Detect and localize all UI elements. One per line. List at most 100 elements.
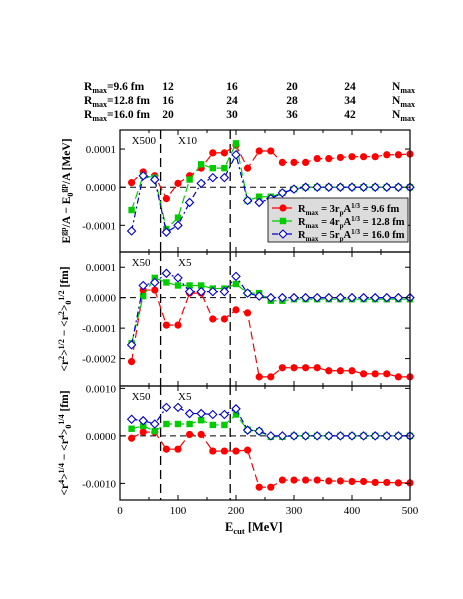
header-nmax-value: 34 [344, 95, 356, 107]
data-point-diamond [208, 172, 218, 183]
data-point-diamond [184, 197, 195, 208]
data-point-diamond [324, 182, 334, 192]
data-point-circle [278, 364, 286, 372]
data-point-diamond [300, 431, 311, 441]
data-point-diamond [126, 414, 137, 425]
scale-label: X10 [178, 135, 197, 147]
x-tick-label: 400 [344, 505, 361, 517]
data-point-diamond [335, 292, 346, 303]
data-point-diamond [277, 292, 288, 303]
data-point-diamond [347, 431, 357, 441]
data-point-diamond [138, 280, 148, 291]
data-point-diamond [324, 292, 334, 303]
data-point-diamond [358, 292, 369, 303]
data-point-square [198, 161, 205, 168]
data-point-diamond [231, 404, 241, 414]
data-point-circle [128, 358, 136, 366]
data-point-diamond [312, 292, 322, 303]
data-point-circle [302, 364, 310, 372]
data-point-diamond [277, 431, 288, 441]
data-point-circle [394, 151, 402, 159]
header-nmax-value: 36 [286, 109, 298, 121]
data-point-circle [313, 364, 321, 372]
data-point-diamond [196, 286, 206, 297]
data-point-circle [209, 447, 217, 455]
data-point-diamond [358, 182, 369, 192]
data-point-diamond [242, 195, 253, 206]
x-tick-label: 500 [402, 505, 419, 517]
data-point-diamond [242, 425, 253, 435]
data-point-diamond [300, 182, 311, 192]
y-axis-label: <r2>1/2 − <r2>01/2 [fm] [57, 266, 73, 371]
data-point-diamond [173, 220, 183, 231]
data-point-circle [336, 367, 344, 375]
data-point-circle [220, 315, 228, 323]
data-point-circle [360, 153, 368, 161]
header-nmax-value: 24 [226, 95, 238, 107]
legend-marker-circle [279, 204, 287, 212]
data-point-square [232, 280, 240, 288]
legend-entry-text: Rmax = 4rpA1/3 = 12.8 fm [298, 215, 405, 230]
data-point-circle [220, 447, 228, 455]
data-point-circle [255, 483, 263, 491]
header-rmax-label: Rmax=12.8 fm [84, 95, 150, 109]
data-point-diamond [370, 182, 380, 192]
data-point-circle [244, 446, 252, 454]
header-nmax-value: 16 [162, 95, 174, 107]
data-point-circle [278, 158, 286, 167]
data-point-diamond [173, 273, 183, 283]
data-point-diamond [208, 409, 218, 420]
data-point-square [174, 420, 182, 428]
header-table: Rmax=9.6 fm 12 16 20 24 Nmax Rmax=12.8 fm 16 24 2… [84, 81, 415, 123]
data-point-diamond [393, 431, 404, 441]
data-point-circle [360, 370, 368, 378]
data-point-circle [383, 370, 391, 378]
panel-2: -0.0002 -0.0001 0.0000 0.0001 <r2>1/2 − <r2>… [57, 251, 415, 387]
y-tick-label: -0.0001 [82, 220, 116, 232]
data-point-circle [325, 154, 333, 163]
data-point-diamond [254, 426, 264, 436]
data-point-circle [244, 309, 252, 317]
data-point-diamond [393, 182, 404, 192]
header-nmax-label: Nmax [392, 81, 415, 95]
data-point-diamond [150, 277, 160, 288]
data-point-square [221, 164, 228, 172]
data-point-circle [244, 164, 252, 172]
data-point-circle [325, 367, 333, 375]
data-point-circle [302, 158, 310, 167]
data-point-circle [267, 147, 275, 155]
y-tick-label: 0.0000 [86, 431, 117, 443]
data-point-diamond [150, 174, 160, 185]
data-point-circle [313, 154, 321, 163]
plot-panels: -0.0001 0.0000 0.0001 Egp/A − E0gp/A [MeV] X… [57, 129, 415, 501]
data-point-diamond [138, 170, 148, 181]
data-point-diamond [219, 172, 230, 183]
data-point-circle [290, 158, 298, 167]
header-nmax-label: Nmax [392, 109, 415, 123]
data-point-square [232, 140, 240, 147]
y-tick-label: 0.0001 [86, 262, 116, 274]
data-point-diamond [382, 431, 392, 441]
data-point-square [128, 425, 135, 432]
data-point-diamond [370, 431, 380, 441]
legend-marker-diamond [278, 229, 288, 239]
data-point-diamond [382, 292, 392, 303]
data-point-diamond [219, 286, 230, 297]
data-point-diamond [312, 182, 322, 192]
header-nmax-value: 30 [226, 109, 238, 121]
data-point-diamond [289, 431, 299, 441]
data-point-diamond [277, 188, 288, 198]
y-tick-label: 0.0000 [86, 293, 117, 305]
data-point-circle [220, 149, 228, 157]
header-nmax-value: 16 [226, 81, 238, 93]
data-point-circle [348, 153, 356, 161]
legend-entry-text: Rmax = 5rpA1/3 = 16.0 fm [298, 228, 405, 243]
data-point-circle [232, 447, 240, 455]
data-point-circle [197, 430, 205, 439]
data-point-square [128, 206, 135, 214]
data-point-circle [336, 477, 344, 485]
data-point-diamond [196, 178, 206, 189]
data-point-square [163, 420, 170, 428]
